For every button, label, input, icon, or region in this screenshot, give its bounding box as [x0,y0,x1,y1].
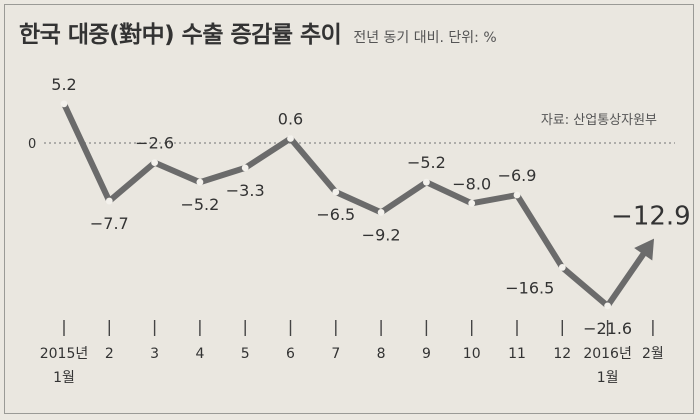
data-label: −21.6 [583,319,632,338]
data-label: −16.5 [505,278,554,297]
series-arrow-head [634,238,655,261]
series-arrow-shaft [604,251,647,309]
data-point [423,178,430,186]
data-point [60,100,68,108]
x-tick-label: 5 [241,346,250,362]
data-label: −5.2 [180,195,219,214]
zero-label: 0 [28,137,36,152]
x-tick-label: 2015년 [40,346,89,362]
x-tick-label: 9 [422,346,431,362]
data-point [377,208,385,216]
data-label: 5.2 [51,75,76,94]
x-tick-label: 2월 [642,346,664,362]
data-point [604,302,611,310]
x-tick-label: 1월 [597,370,619,386]
data-label: −6.5 [316,205,355,224]
source-note: 자료: 산업통상자원부 [540,113,657,128]
x-tick-label: 8 [377,346,386,362]
data-label: 0.6 [278,109,303,128]
data-label: −12.9 [611,201,691,231]
data-label: −2.6 [135,134,174,153]
x-tick-label: 12 [553,346,571,362]
chart-subtitle: 전년 동기 대비. 단위: % [353,30,497,46]
data-point [151,159,159,167]
x-tick-label: 2 [105,346,114,362]
data-point [332,188,340,196]
data-label: −5.2 [407,153,446,172]
data-point [558,264,566,271]
x-tick-label: 7 [331,346,340,362]
data-label: −3.3 [226,181,265,200]
x-tick-label: 3 [150,346,159,362]
chart-title: 한국 대중(對中) 수출 증감률 추이 [19,22,342,48]
data-point [513,191,521,199]
x-tick-label: 10 [463,346,481,362]
data-label: −8.0 [452,174,491,193]
x-tick-label: 1월 [53,370,75,386]
data-point [287,135,294,142]
chart-frame: 한국 대중(對中) 수출 증감률 추이 전년 동기 대비. 단위: % 자료: … [4,4,694,414]
x-tick-label: 2016년 [583,346,632,362]
data-point [105,197,113,205]
x-tick-label: 4 [195,346,204,362]
data-point [468,199,476,207]
data-label: −7.7 [90,214,129,233]
data-label: −9.2 [362,225,401,244]
data-label: −6.9 [498,166,537,185]
title-row: 한국 대중(對中) 수출 증감률 추이 전년 동기 대비. 단위: % [19,15,497,49]
x-tick-label: 11 [508,346,526,362]
data-point [196,178,204,186]
data-point [241,164,249,172]
x-tick-label: 6 [286,346,295,362]
